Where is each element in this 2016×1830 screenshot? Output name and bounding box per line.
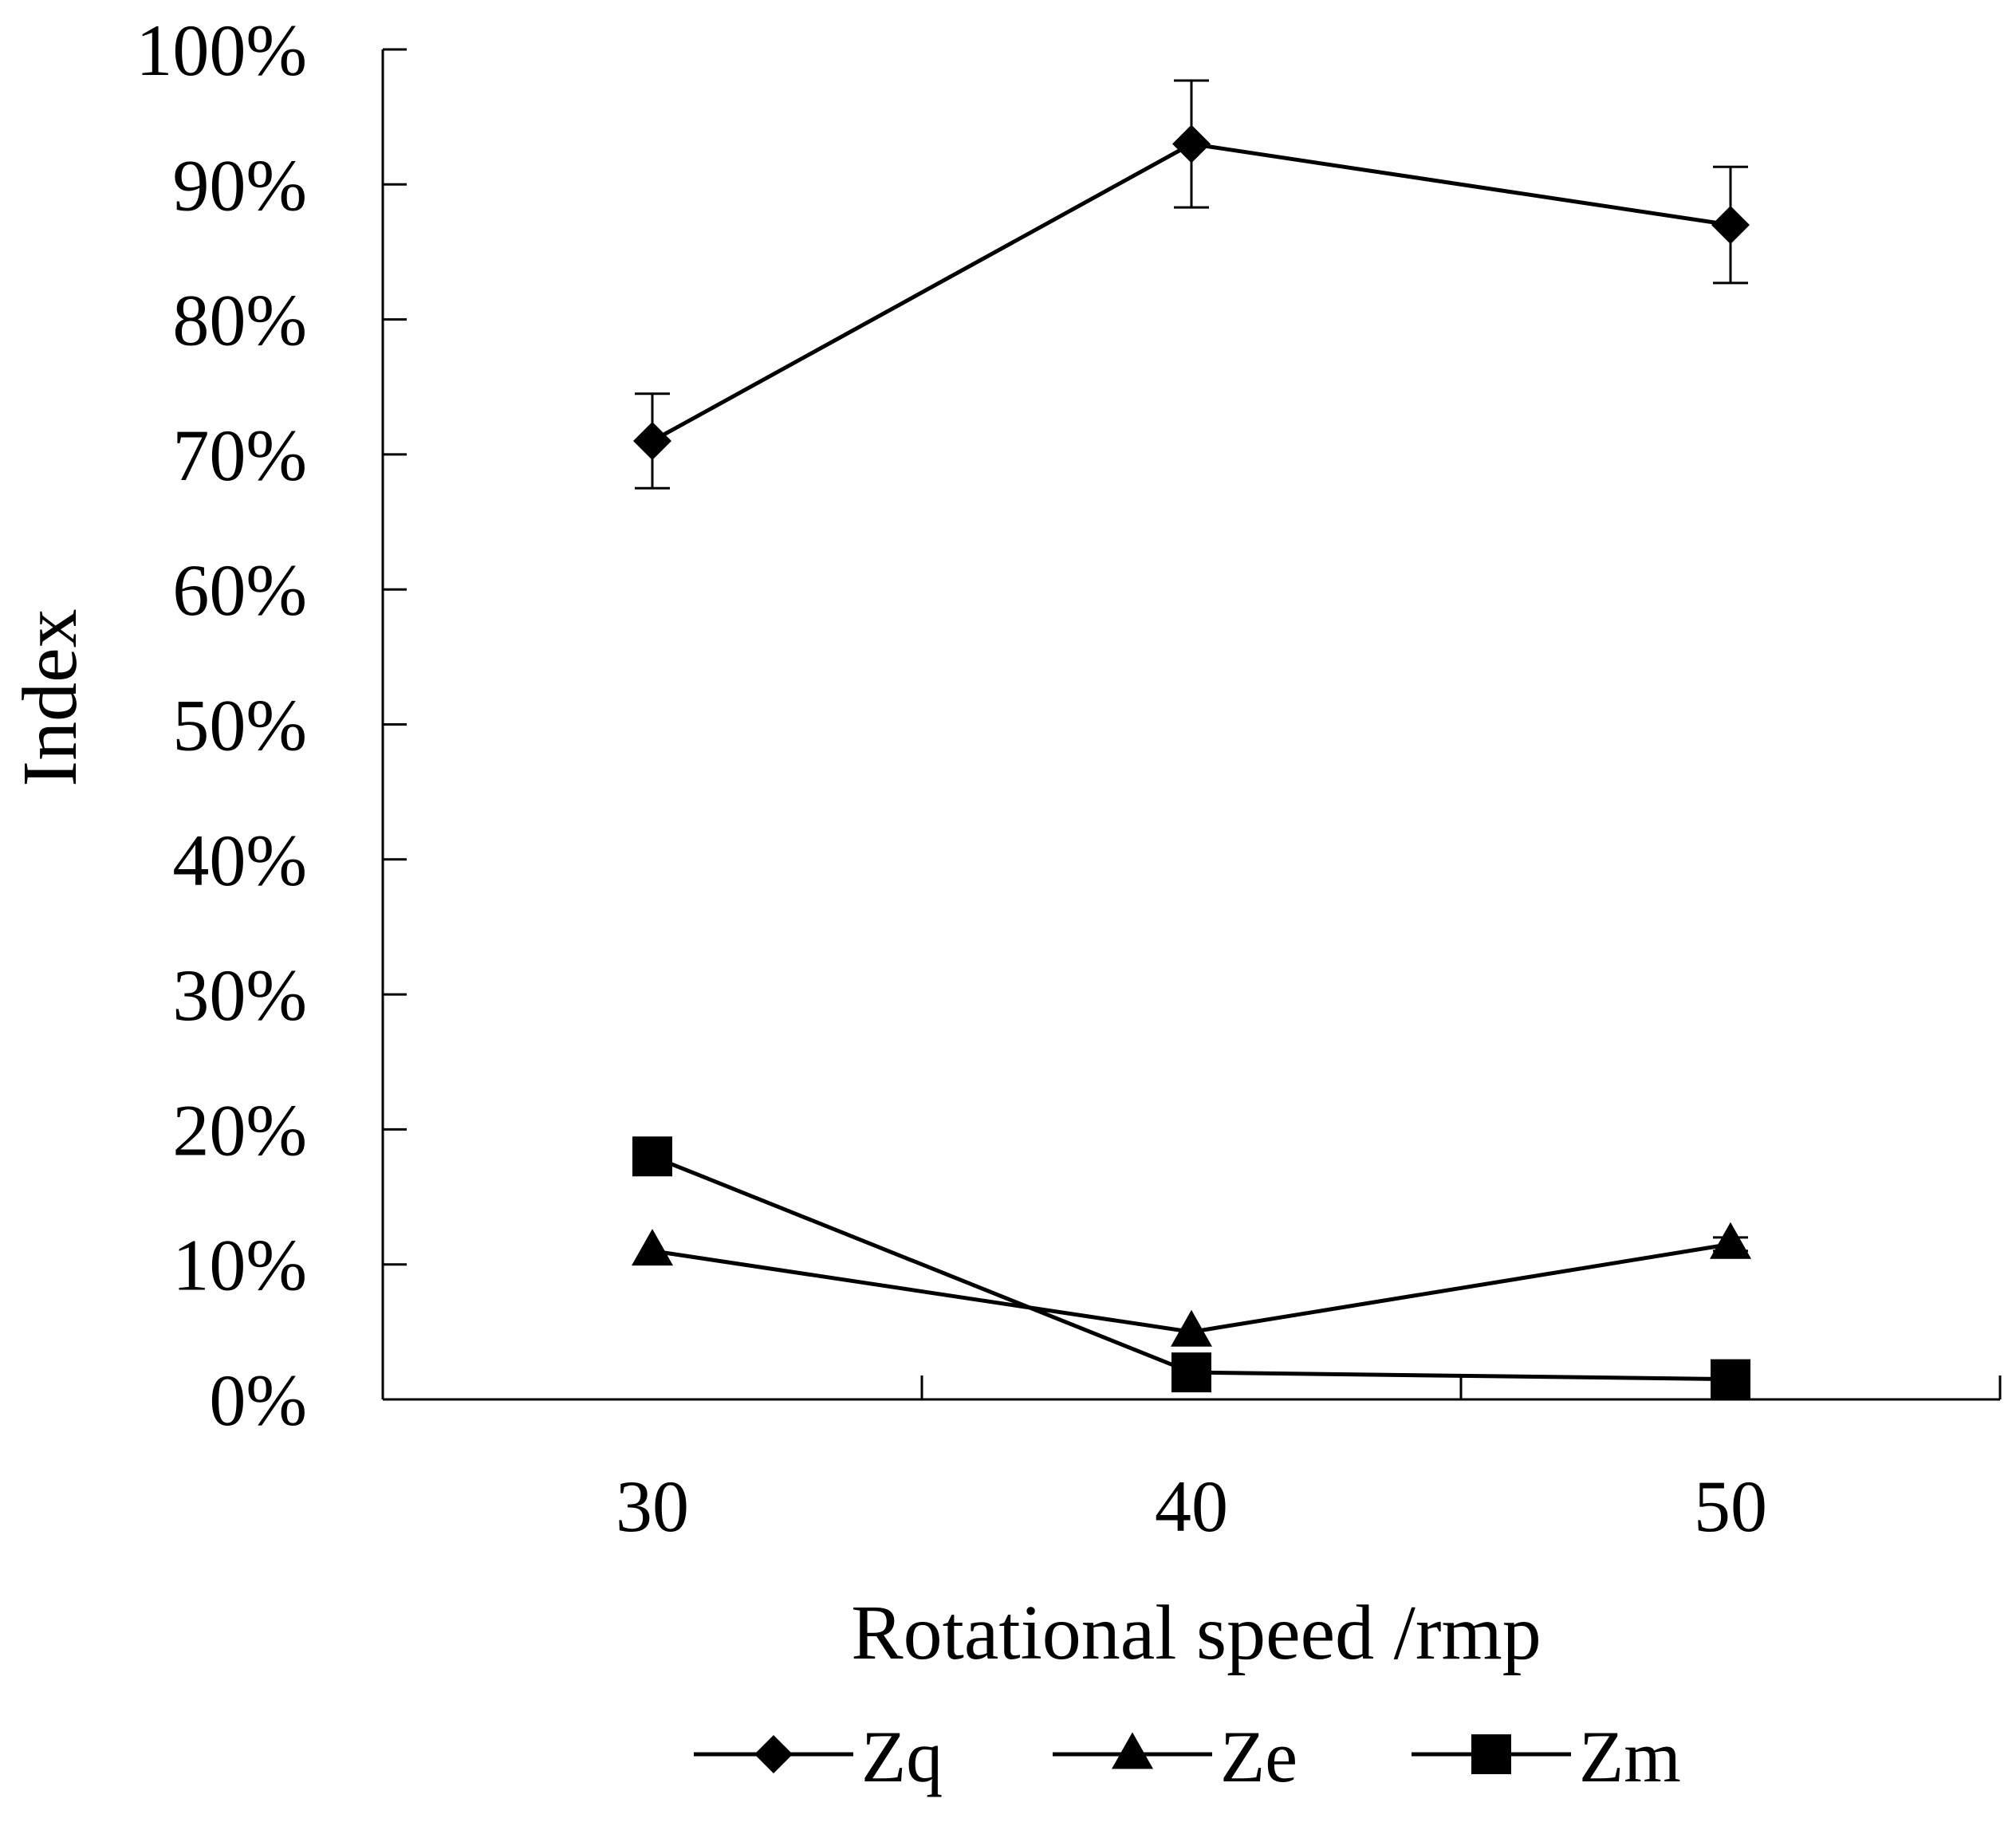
legend-item-zq: Zq bbox=[694, 1716, 943, 1797]
x-tick-label: 30 bbox=[616, 1466, 689, 1547]
data-point-ze bbox=[1171, 1309, 1212, 1347]
legend-label-zm: Zm bbox=[1579, 1716, 1681, 1797]
legend-label-zq: Zq bbox=[861, 1716, 943, 1797]
axes bbox=[381, 48, 2002, 1401]
legend-label-ze: Ze bbox=[1220, 1716, 1297, 1797]
legend-marker-zm bbox=[1471, 1734, 1511, 1774]
series-layer bbox=[632, 79, 1751, 1399]
data-point-ze bbox=[632, 1229, 673, 1266]
data-point-zq bbox=[1172, 124, 1211, 163]
y-tick-label: 40% bbox=[172, 820, 307, 901]
y-tick-label: 100% bbox=[136, 10, 307, 91]
data-point-zm bbox=[1171, 1352, 1211, 1393]
y-tick-label: 80% bbox=[172, 280, 307, 361]
tick-labels: 0% 10% 20% 30% 40% 50% 60% 70% 80% 90% 100% 30 40 50 bbox=[136, 10, 1767, 1547]
data-point-ze bbox=[1710, 1222, 1751, 1259]
x-tick-label: 40 bbox=[1155, 1466, 1228, 1547]
y-tick-label: 20% bbox=[172, 1089, 307, 1171]
series-ze bbox=[632, 1222, 1751, 1347]
y-tick-label: 0% bbox=[209, 1360, 307, 1441]
data-point-zq bbox=[1711, 206, 1750, 245]
legend-item-ze: Ze bbox=[1053, 1716, 1297, 1797]
data-point-zq bbox=[633, 421, 671, 460]
y-tick-label: 50% bbox=[172, 685, 307, 766]
series-zm bbox=[632, 1136, 1750, 1399]
y-tick-label: 30% bbox=[172, 954, 307, 1036]
legend: Zq Ze Zm bbox=[694, 1716, 1681, 1797]
x-axis-title: Rotational speed /rmp bbox=[851, 1590, 1542, 1676]
y-tick-label: 70% bbox=[172, 415, 307, 496]
y-axis-title: Index bbox=[7, 608, 93, 786]
legend-marker-ze bbox=[1112, 1732, 1153, 1769]
legend-marker-zq bbox=[754, 1735, 793, 1773]
legend-item-zm: Zm bbox=[1412, 1716, 1681, 1797]
data-point-zm bbox=[1711, 1359, 1750, 1399]
x-tick-label: 50 bbox=[1694, 1466, 1767, 1547]
y-tick-label: 90% bbox=[172, 144, 307, 226]
series-zq bbox=[633, 79, 1750, 490]
data-point-zm bbox=[632, 1136, 672, 1177]
y-tick-label: 10% bbox=[172, 1225, 307, 1306]
y-tick-label: 60% bbox=[172, 549, 307, 631]
